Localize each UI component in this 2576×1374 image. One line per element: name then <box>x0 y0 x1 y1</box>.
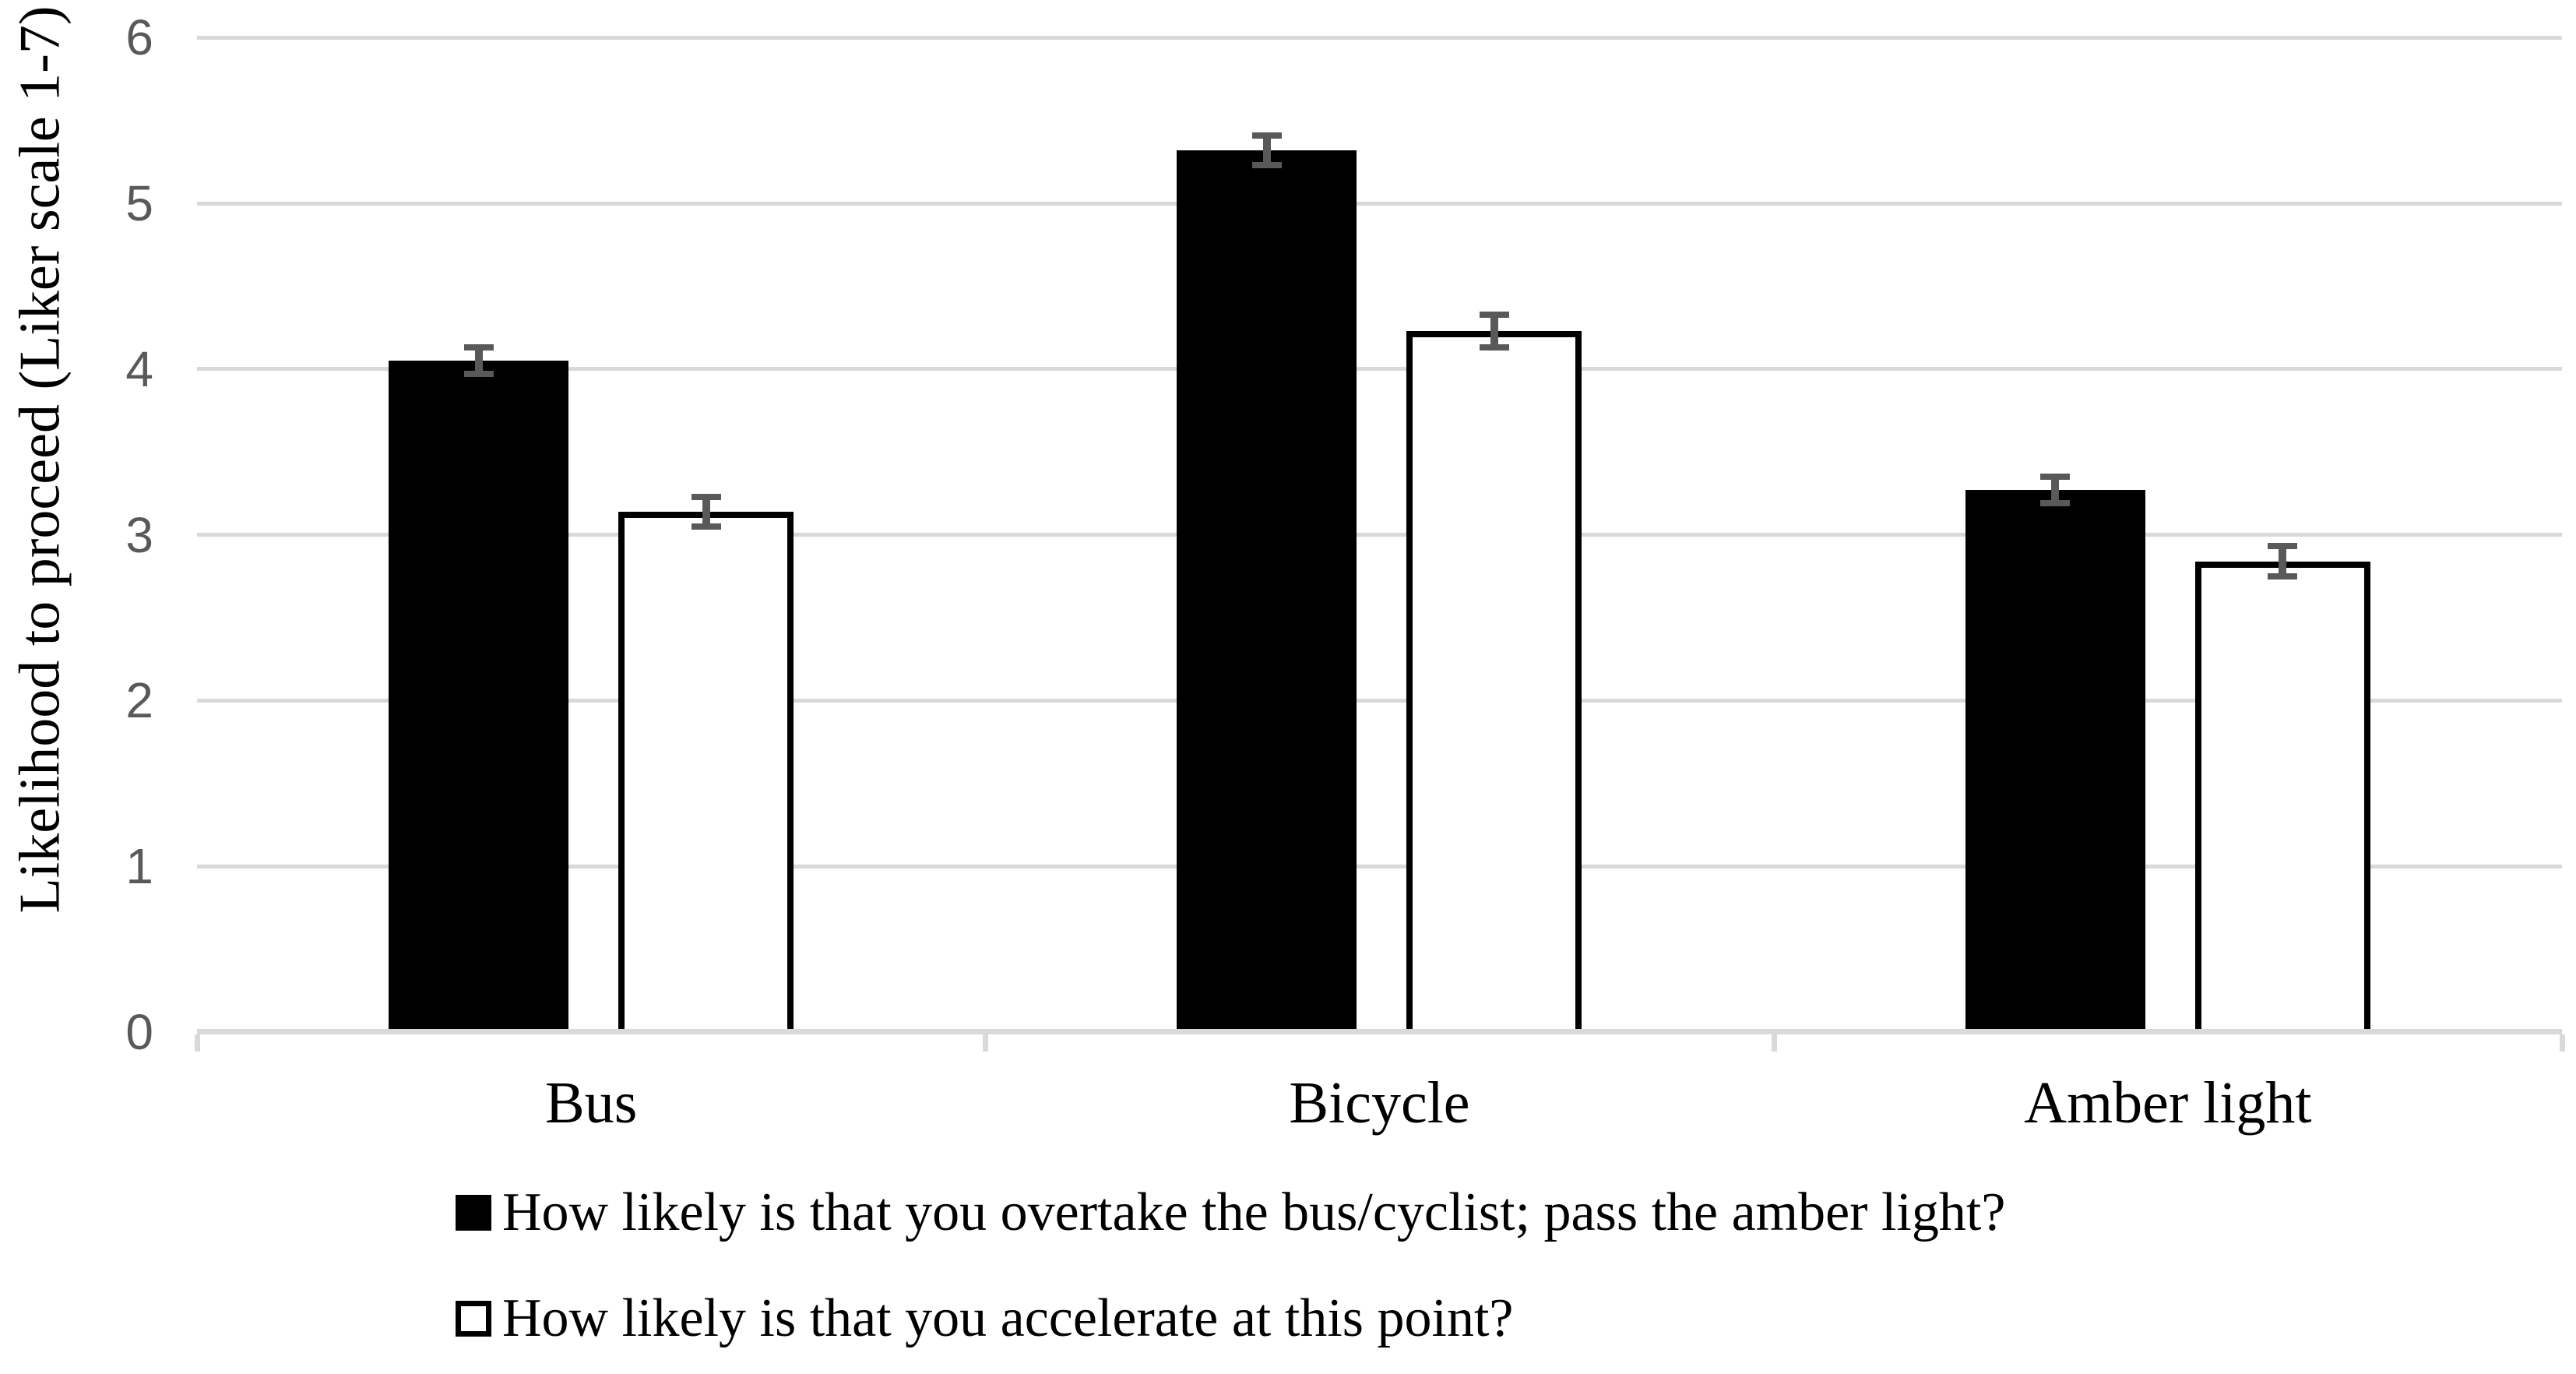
bar-bus-filled <box>389 361 568 1030</box>
x-axis-tick-2 <box>1771 1034 1777 1052</box>
legend-item-overtake: How likely is that you overtake the bus/… <box>456 1178 2005 1248</box>
error-bar-stem <box>2051 477 2060 504</box>
error-bar-stem <box>474 347 483 375</box>
gridline-5 <box>197 201 2562 206</box>
bar-amber-light-filled <box>1965 490 2145 1030</box>
category-label-amber-light: Amber light <box>2024 1069 2312 1136</box>
error-bar-bicycle-1 <box>1251 132 1282 169</box>
error-bar-amber-light-2 <box>2268 543 2298 580</box>
error-bar-bus-1 <box>463 344 494 378</box>
legend-item-accelerate: How likely is that you accelerate at thi… <box>456 1284 1514 1354</box>
y-tick-label-3: 3 <box>125 506 153 563</box>
error-bar-stem <box>702 496 710 527</box>
gridline-2 <box>197 698 2562 703</box>
gridline-3 <box>197 533 2562 537</box>
error-bar-bus-2 <box>691 493 721 530</box>
error-bar-cap <box>2040 500 2071 507</box>
gridline-4 <box>197 367 2562 372</box>
gridline-1 <box>197 864 2562 868</box>
x-axis-tick-1 <box>983 1034 989 1052</box>
x-axis-line <box>197 1029 2562 1034</box>
gridline-6 <box>197 35 2562 40</box>
legend-marker-filled-square-icon <box>456 1195 491 1231</box>
x-axis-tick-3 <box>2560 1034 2565 1052</box>
y-tick-label-6: 6 <box>125 9 153 66</box>
y-tick-label-2: 2 <box>125 672 153 729</box>
error-bar-stem <box>2279 546 2287 576</box>
category-label-bicycle: Bicycle <box>1289 1069 1470 1136</box>
legend-marker-open-square-icon <box>456 1301 491 1337</box>
legend-label-accelerate: How likely is that you accelerate at thi… <box>502 1288 1514 1348</box>
bar-amber-light-open <box>2194 561 2370 1030</box>
y-tick-label-4: 4 <box>125 340 153 397</box>
bar-bus-open <box>618 511 794 1030</box>
y-tick-label-5: 5 <box>125 175 153 231</box>
y-tick-label-0: 0 <box>125 1004 153 1060</box>
error-bar-bicycle-2 <box>1479 311 1509 351</box>
error-bar-cap <box>1479 344 1509 351</box>
error-bar-cap <box>691 523 721 530</box>
error-bar-cap <box>1251 162 1282 169</box>
error-bar-stem <box>1262 135 1271 166</box>
legend-label-overtake: How likely is that you overtake the bus/… <box>502 1182 2006 1242</box>
y-axis-title: Likelihood to proceed (Liker scale 1-7) <box>8 5 72 914</box>
x-axis-tick-0 <box>195 1034 200 1052</box>
bar-bicycle-open <box>1406 330 1582 1030</box>
category-label-bus: Bus <box>545 1069 638 1136</box>
error-bar-amber-light-1 <box>2040 474 2071 507</box>
y-tick-label-1: 1 <box>125 838 153 895</box>
error-bar-cap <box>463 371 494 378</box>
error-bar-stem <box>1490 314 1498 348</box>
bar-bicycle-filled <box>1177 150 1357 1030</box>
error-bar-cap <box>2268 572 2298 580</box>
